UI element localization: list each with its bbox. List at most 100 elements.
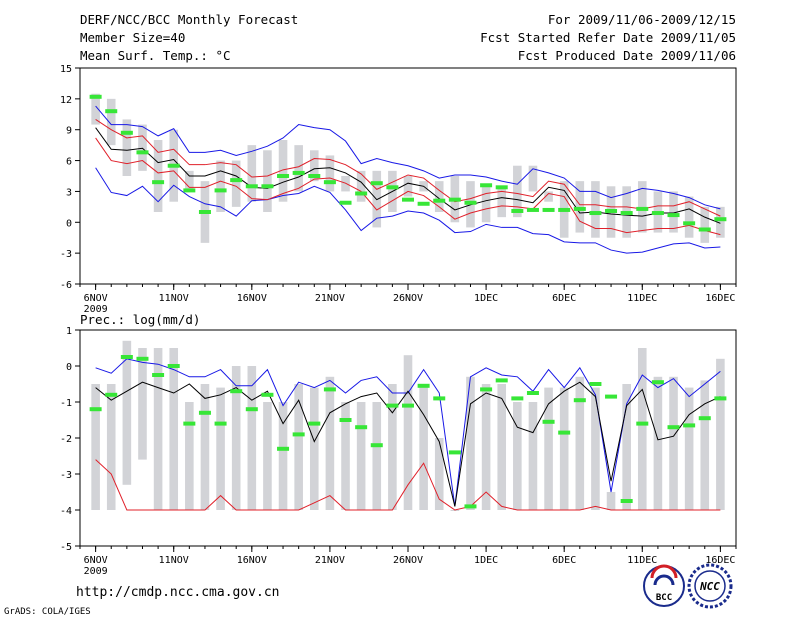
bcc-logo-text: BCC <box>656 593 672 603</box>
spread-box <box>544 387 553 510</box>
spread-box <box>513 402 522 510</box>
spread-box <box>513 165 522 218</box>
spread-box <box>231 366 241 510</box>
median-marker <box>230 178 243 183</box>
median-marker <box>620 211 633 216</box>
spread-box <box>419 384 428 510</box>
median-marker <box>495 185 508 190</box>
median-marker <box>464 200 477 205</box>
median-marker <box>308 421 321 426</box>
median-marker <box>198 210 211 214</box>
forecast-produced-label: Fcst Produced Date 2009/11/06 <box>518 48 736 63</box>
y-tick-label: -3 <box>60 470 72 481</box>
ncc-logo-text: NCC <box>699 580 720 593</box>
median-marker <box>542 419 555 424</box>
median-marker <box>214 188 227 193</box>
y-tick-label: -6 <box>60 280 72 291</box>
spread-box <box>247 145 257 202</box>
median-marker <box>214 421 227 426</box>
median-marker <box>339 200 352 205</box>
y-tick-label: 6 <box>66 157 72 168</box>
spread-box <box>575 376 585 510</box>
median-marker <box>480 183 493 188</box>
median-marker <box>261 392 274 397</box>
median-marker <box>636 421 649 426</box>
spread-box <box>325 155 335 192</box>
median-marker <box>245 407 258 412</box>
median-marker <box>605 394 618 399</box>
x-tick-label: 16NOV <box>237 293 267 304</box>
median-marker <box>386 403 399 408</box>
median-marker <box>89 407 102 412</box>
spread-box <box>309 150 319 182</box>
median-marker <box>339 418 352 422</box>
spread-box <box>263 150 272 212</box>
median-marker <box>589 382 602 386</box>
ncc-logo: NCC <box>687 563 733 609</box>
variable-label: Mean Surf. Temp.: °C <box>80 48 231 63</box>
median-marker <box>651 211 664 216</box>
median-marker <box>714 217 727 222</box>
median-marker <box>183 188 196 193</box>
median-marker <box>605 208 618 213</box>
median-marker <box>558 430 571 435</box>
median-marker <box>355 425 368 430</box>
spread-box <box>106 384 116 510</box>
spread-box <box>278 402 288 510</box>
spread-box <box>388 384 397 510</box>
spread-box <box>700 380 710 510</box>
spread-box <box>247 366 257 510</box>
inner-lower-line <box>95 137 721 236</box>
source-url[interactable]: http://cmdp.ncc.cma.gov.cn <box>76 585 280 600</box>
y-tick-label: -1 <box>60 398 72 409</box>
median-marker <box>667 425 680 430</box>
median-marker <box>417 201 430 206</box>
median-marker <box>402 403 414 408</box>
spread-box <box>528 402 538 510</box>
spread-box <box>200 384 210 510</box>
median-marker <box>698 227 711 232</box>
spread-box <box>231 160 241 207</box>
spread-box <box>216 160 225 212</box>
x-tick-label: 11NOV <box>159 293 189 304</box>
spread-box <box>669 191 678 233</box>
spread-box <box>434 181 444 212</box>
median-marker <box>89 94 102 99</box>
median-marker <box>683 221 696 226</box>
median-marker <box>292 432 305 437</box>
median-marker <box>370 181 383 186</box>
x-tick-label: 26NOV <box>393 293 423 304</box>
spread-box <box>185 402 194 510</box>
y-tick-label: 3 <box>66 187 72 198</box>
median-marker <box>448 450 461 455</box>
median-marker <box>323 180 336 185</box>
y-tick-label: -3 <box>60 249 72 260</box>
median-marker <box>526 207 539 212</box>
spread-box <box>716 358 725 510</box>
median-marker <box>589 211 602 216</box>
outer-lower-line <box>95 167 721 254</box>
median-marker <box>542 207 555 212</box>
bcc-logo: BCC <box>643 564 685 607</box>
x-tick-label: 11NOV <box>159 555 189 566</box>
x-tick-label: 16DEC <box>705 555 735 566</box>
median-marker <box>136 150 149 155</box>
spread-box <box>684 387 694 510</box>
spread-box <box>325 376 335 510</box>
y-tick-label: -4 <box>60 506 72 517</box>
spread-box <box>497 384 507 510</box>
median-marker <box>433 198 446 203</box>
median-marker <box>636 206 649 211</box>
spread-box <box>653 376 663 510</box>
median-marker <box>573 398 586 403</box>
spread-box <box>559 387 569 510</box>
median-marker <box>152 180 165 185</box>
median-marker <box>417 383 430 388</box>
grads-credit: GrADS: COLA/IGES <box>4 607 91 617</box>
median-marker <box>277 446 290 451</box>
median-marker <box>511 396 524 401</box>
median-marker <box>230 389 243 394</box>
spread-box <box>481 186 491 223</box>
median-marker <box>698 416 711 421</box>
